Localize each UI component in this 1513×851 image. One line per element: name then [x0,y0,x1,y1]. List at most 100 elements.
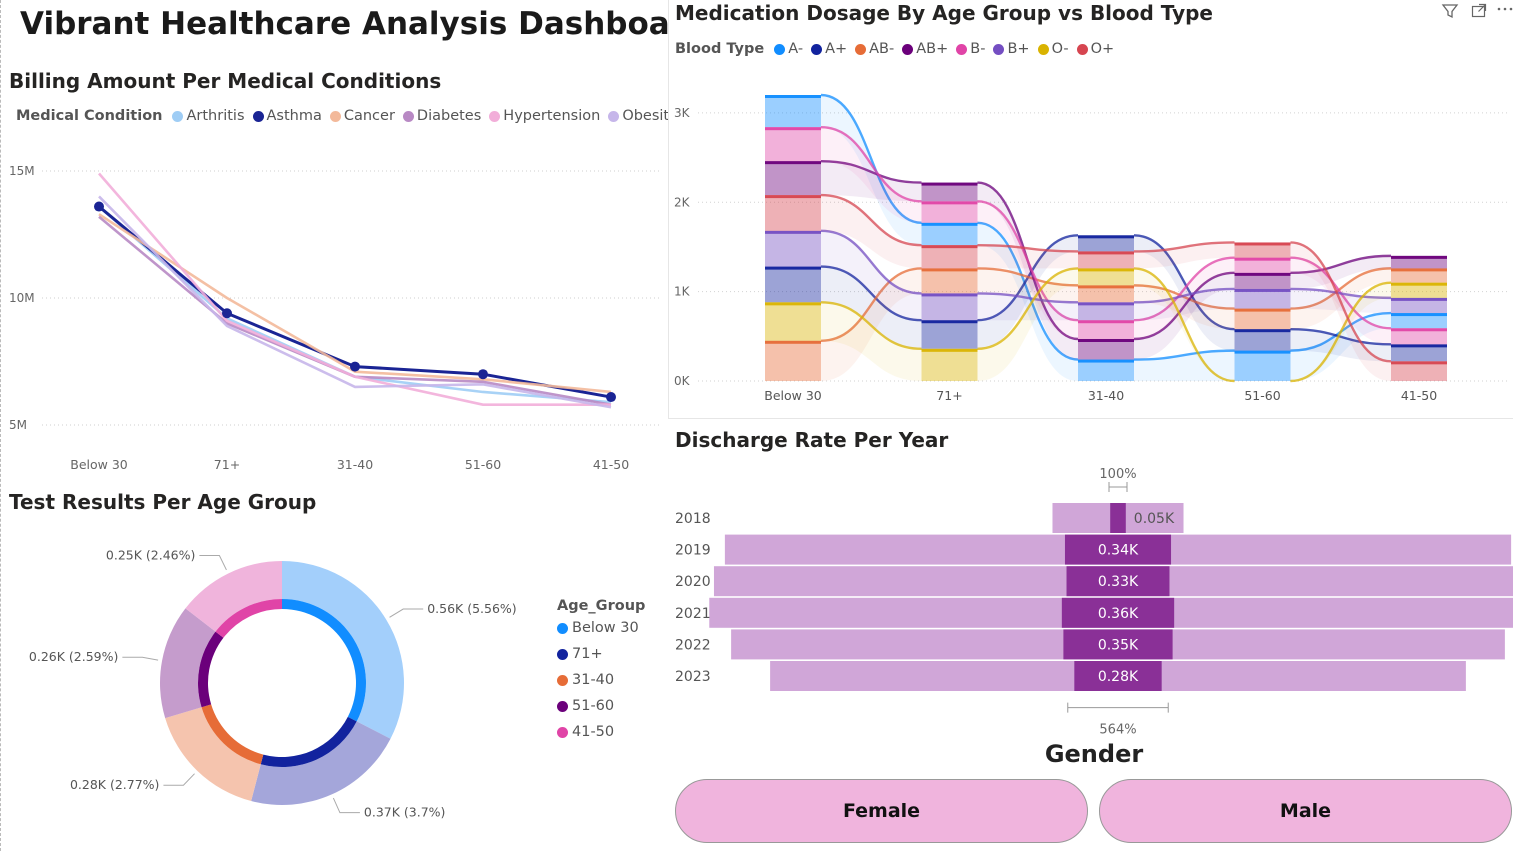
medication-legend-item-a[interactable]: A+ [811,41,847,57]
medication-ribbon-edge-a [820,265,922,322]
medication-bar-segment-b [1234,288,1291,309]
billing-legend-item-asthma[interactable]: Asthma [252,108,322,124]
gender-female-button[interactable]: Female [675,779,1088,843]
gender-male-button[interactable]: Male [1099,779,1512,843]
medication-ribbon-edge-ab [820,159,922,184]
test-results-legend-marker [557,726,568,738]
billing-legend-item-obesity[interactable]: Obesity [608,108,678,124]
medication-ribbon-b [1134,288,1235,321]
medication-bar-segment-ab [1391,268,1447,283]
billing-legend-item-cancer[interactable]: Cancer [329,108,395,124]
medication-bar-segment-edge-a [765,95,821,98]
medication-bar-segment-edge-a [921,320,978,324]
medication-legend-item-b[interactable]: B- [956,41,985,57]
medication-ribbon-edge-b [1133,256,1235,322]
discharge-year-label: 2021 [675,606,711,622]
medication-ribbon-a [821,266,922,349]
discharge-data-label: 0.05K [1134,511,1175,527]
billing-legend-item-arthritis[interactable]: Arthritis [172,108,245,124]
medication-legend-item-ab[interactable]: AB+ [902,41,948,57]
medication-bar-segment-edge-b [921,293,978,297]
medication-ribbon-a [1290,329,1391,362]
medication-bar-segment-b [921,293,978,321]
focus-mode-icon[interactable] [1470,2,1488,24]
medication-bar-segment-b [1234,257,1291,273]
test-results-leader-line [199,555,227,571]
medication-bar-segment-edge-b [765,127,821,131]
medication-ribbon-edge-o [820,301,922,351]
test-results-legend-marker [557,622,568,634]
medication-ribbon-edge-o [977,243,1079,253]
discharge-year-label: 2022 [675,637,711,653]
test-results-legend-item-51-60[interactable]: 51-60 [557,698,645,714]
medication-bar-segment-b [1078,320,1134,339]
medication-ribbon-edge-o [1133,241,1235,253]
test-results-legend-item-71[interactable]: 71+ [557,646,645,662]
test-results-legend-marker [557,700,568,712]
test-results-slice-below-30 [282,561,404,739]
medication-bar-segment-b [765,230,821,267]
medication-legend-item-o[interactable]: O+ [1076,41,1114,57]
discharge-year-label: 2018 [675,511,711,527]
medication-legend-item-a[interactable]: A- [774,41,803,57]
medication-bar-segment-edge-o [921,245,978,249]
medication-ribbon-edge-b [977,200,1079,322]
medication-ribbon-a [1290,313,1391,381]
medication-legend-item-ab[interactable]: AB- [855,41,894,57]
billing-legend-item-asthma-label: Asthma [266,108,322,124]
medication-ribbon-ab [821,161,922,202]
billing-y-tick-label: 15M [9,164,35,178]
medication-bar-segment-ab [1078,338,1134,360]
billing-legend-item-diabetes-marker [402,110,414,122]
medication-ribbon-edge-b [977,292,1079,304]
test-results-legend-label: 31-40 [572,672,615,688]
medication-bar-segment-a [1391,313,1447,329]
medication-bar-segment-edge-a [1391,313,1447,317]
billing-legend-item-obesity-marker [608,110,620,122]
test-results-data-label: 0.25K (2.46%) [106,548,195,563]
test-results-slice-31-40 [165,707,261,802]
medication-ribbon-o [1134,242,1235,269]
medication-legend-item-b[interactable]: B+ [993,41,1030,57]
test-results-legend-item-31-40[interactable]: 31-40 [557,672,645,688]
medication-legend-item-b-marker [956,43,968,55]
medication-bar-segment-b [765,127,821,162]
test-results-leader-line [389,608,424,618]
medication-bar-segment-o [1234,242,1291,258]
billing-x-tick-label: 51-60 [465,457,501,472]
medication-x-tick-label: 31-40 [1088,388,1124,403]
test-results-data-label: 0.37K (3.7%) [364,805,446,820]
test-results-slice-51-60 [160,608,216,719]
medication-bar-segment-edge-b [1234,257,1291,261]
discharge-bar [1110,503,1126,533]
medication-bar-segment-ab [765,161,821,196]
medication-ribbon-a [1134,235,1235,351]
medication-ribbon-edge-b [1133,287,1235,304]
more-options-icon[interactable] [1496,0,1513,22]
test-results-inner-slice-31-40 [201,704,264,765]
test-results-legend-item-below-30[interactable]: Below 30 [557,620,645,636]
medication-bar-segment-a [921,320,978,349]
left-edge-divider [0,0,2,851]
medication-legend-item-o[interactable]: O- [1037,41,1069,57]
medication-bar-segment-edge-b [1391,297,1447,301]
medication-legend-title: Blood Type [675,41,765,57]
test-results-legend-title: Age_Group [557,598,646,614]
medication-bar-segment-o [1078,251,1134,269]
medication-legend-item-a-marker [811,43,823,55]
medication-ribbon-edge-ab [1133,271,1235,341]
medication-bar-segment-a [1391,344,1447,362]
medication-bar-segment-ab [1078,285,1134,303]
medication-bar-segment-edge-ab [765,340,821,344]
test-results-legend-item-41-50[interactable]: 41-50 [557,724,645,740]
billing-legend-item-hypertension[interactable]: Hypertension [489,108,600,124]
medication-bar-segment-ab [921,182,978,202]
filter-icon[interactable] [1441,2,1459,24]
medication-legend-item-b-label: B+ [1007,41,1030,57]
test-results-donut-chart: 0.56K (5.56%) 0.37K (3.7%) 0.28K (2.77%) 0.… [29,548,517,820]
test-results-legend-label: 41-50 [572,724,615,740]
billing-legend-item-diabetes[interactable]: Diabetes [402,108,481,124]
medication-bar-segment-edge-a [1234,329,1291,333]
medication-ribbon-b [821,127,922,223]
billing-legend-item-hypertension-marker [489,110,501,122]
